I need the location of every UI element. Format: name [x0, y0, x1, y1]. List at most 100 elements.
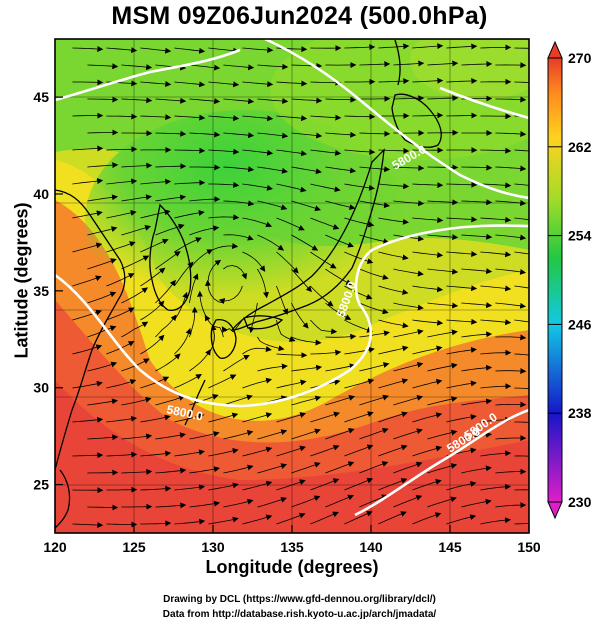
- streamline: [325, 200, 356, 211]
- streamline: [174, 209, 205, 219]
- streamline: [461, 331, 493, 338]
- streamline: [325, 131, 357, 138]
- streamline: [412, 512, 442, 525]
- streamline: [359, 302, 389, 315]
- colorbar-tick-label: 246: [568, 316, 592, 332]
- streamline: [140, 520, 172, 527]
- streamline: [393, 302, 424, 311]
- streamline: [325, 363, 356, 372]
- streamline: [257, 429, 288, 440]
- streamline: [174, 449, 205, 457]
- streamline: [344, 251, 374, 264]
- streamline: [174, 518, 206, 525]
- streamline: [140, 485, 172, 492]
- streamline: [325, 461, 355, 474]
- streamline: [461, 302, 493, 309]
- colorbar: 270 262 254 246 238 230: [547, 40, 592, 520]
- streamline: [393, 361, 424, 372]
- streamline: [427, 234, 459, 241]
- streamline: [174, 327, 192, 355]
- streamline: [310, 183, 341, 193]
- streamline: [242, 480, 273, 491]
- streamline: [412, 319, 444, 326]
- streamline: [208, 374, 237, 389]
- streamline: [427, 199, 459, 206]
- streamline: [310, 319, 338, 335]
- map-plot-area: 5800.0 5800.0 5800.0 5800.0 5800.0: [55, 39, 529, 533]
- streamline: [446, 414, 477, 423]
- streamline: [276, 149, 308, 157]
- streamline: [495, 96, 527, 103]
- streamline: [514, 489, 529, 491]
- streamline: [276, 379, 307, 389]
- streamline: [121, 162, 153, 169]
- streamline: [276, 115, 308, 122]
- streamline: [480, 44, 512, 51]
- streamline: [242, 217, 273, 228]
- streamline: [189, 500, 221, 508]
- streamline: [427, 95, 459, 102]
- streamline: [514, 353, 529, 356]
- credit-data: Data from http://database.rish.kyoto-u.a…: [162, 609, 437, 620]
- streamline: [446, 285, 478, 292]
- streamline: [276, 285, 289, 315]
- streamline: [208, 47, 240, 54]
- streamline: [378, 43, 410, 50]
- streamline: [276, 183, 307, 193]
- x-tick-label: 140: [359, 539, 383, 555]
- streamline: [344, 44, 376, 51]
- streamline: [378, 444, 408, 457]
- streamline: [446, 347, 477, 355]
- streamline: [495, 401, 527, 408]
- streamline: [87, 434, 119, 441]
- coastlines: [55, 39, 442, 529]
- streamline: [87, 129, 119, 136]
- streamline: [344, 346, 375, 355]
- streamline: [393, 165, 425, 171]
- streamline: [242, 47, 274, 53]
- streamline: [208, 412, 239, 423]
- streamline: [155, 502, 187, 509]
- streamline: [446, 480, 477, 491]
- streamline: [480, 182, 512, 189]
- streamline: [480, 319, 512, 326]
- streamline: [480, 285, 512, 292]
- streamline: [359, 362, 390, 372]
- streamline: [121, 225, 152, 236]
- streamline: [514, 149, 529, 152]
- streamline: [325, 268, 352, 285]
- streamline: [291, 132, 323, 139]
- streamline: [412, 345, 443, 355]
- streamline: [106, 379, 137, 389]
- streamline: [87, 194, 118, 202]
- streamline: [140, 209, 171, 219]
- streamline: [310, 411, 340, 423]
- streamline: [480, 216, 512, 223]
- streamline: [155, 395, 186, 406]
- streamline: [276, 512, 306, 525]
- streamline: [393, 395, 424, 406]
- streamline: [291, 166, 322, 175]
- credit-drawing: Drawing by DCL (https://www.gfd-dennou.o…: [163, 594, 436, 605]
- streamline: [291, 336, 322, 346]
- streamline: [121, 321, 149, 338]
- streamline: [495, 131, 527, 137]
- streamline: [514, 421, 529, 423]
- streamline: [359, 166, 391, 173]
- streamline: [276, 251, 299, 274]
- streamline: [87, 258, 117, 270]
- streamline: [310, 444, 340, 457]
- streamline: [121, 194, 152, 202]
- streamline: [189, 349, 211, 372]
- y-axis-label: Latitude (degrees): [11, 202, 32, 359]
- streamline: [359, 494, 388, 508]
- streamline: [344, 411, 374, 423]
- streamline: [155, 163, 187, 170]
- streamline: [344, 444, 374, 457]
- streamline: [412, 77, 444, 84]
- streamline: [208, 148, 240, 155]
- streamline: [106, 273, 135, 287]
- streamline: [72, 242, 103, 253]
- streamline: [446, 78, 478, 84]
